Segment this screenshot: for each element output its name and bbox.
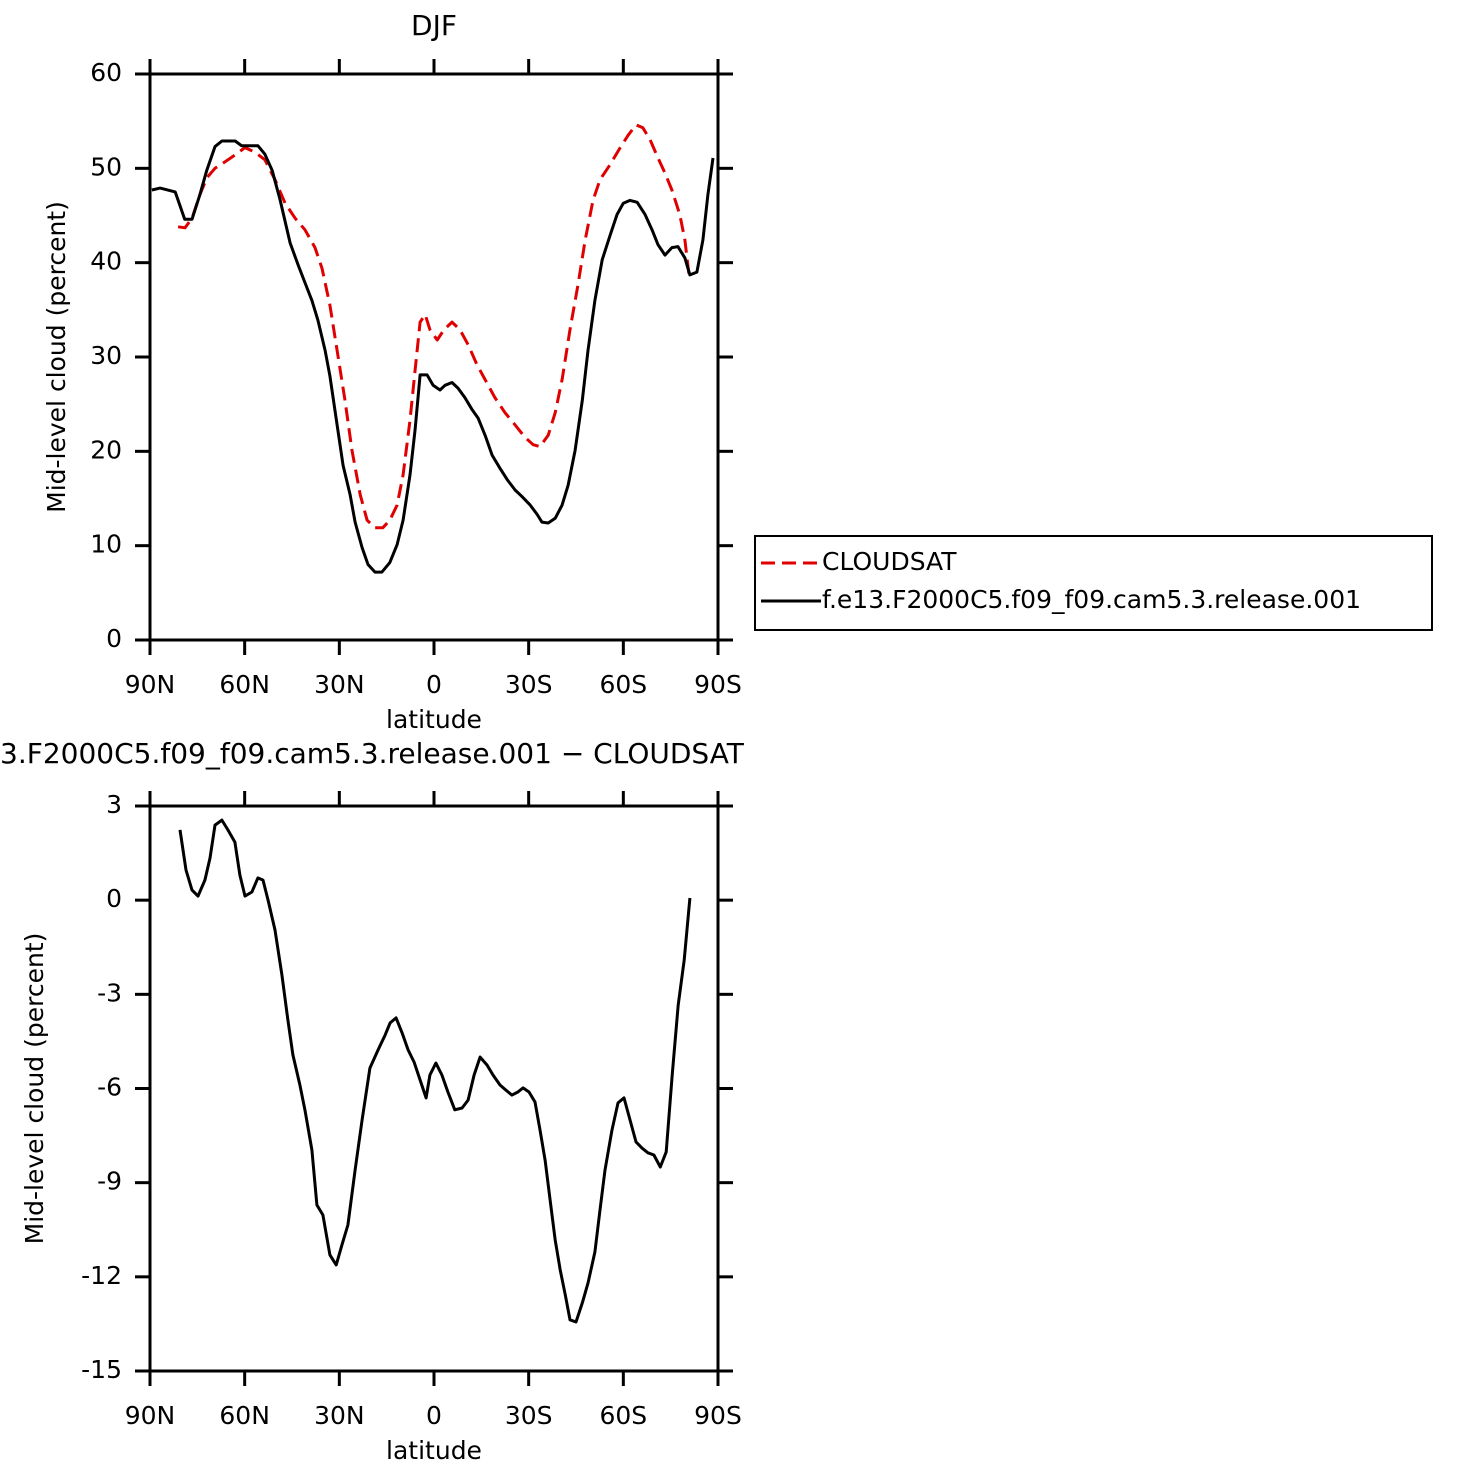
x-tick-label: 0 [426,1401,442,1430]
x-tick-label: 90N [125,670,176,699]
x-tick-label: 90S [694,1401,742,1430]
x-axis-label: latitude [386,705,482,734]
chart-title: DJF [411,9,457,42]
y-tick-label: 20 [90,435,122,464]
x-tick-label: 60S [599,1401,647,1430]
y-axis-label: Mid-level cloud (percent) [42,201,71,513]
x-tick-label: 60N [219,670,270,699]
y-tick-label: 40 [90,247,122,276]
legend-box [754,535,1433,631]
series-line [178,818,692,1324]
x-tick-label: 30S [505,1401,553,1430]
chart-title: 3.F2000C5.f09_f09.cam5.3.release.001 − C… [0,737,745,770]
plot-frame [148,804,720,1373]
x-tick-label: 30S [505,670,553,699]
x-tick-label: 60N [219,1401,270,1430]
y-tick-label: -6 [97,1073,122,1102]
y-tick-label: 3 [106,790,122,819]
y-tick-label: -15 [81,1355,122,1384]
series-line [177,123,691,530]
y-tick-label: 0 [106,624,122,653]
x-tick-label: 60S [599,670,647,699]
x-axis-label: latitude [386,1436,482,1465]
y-tick-label: 50 [90,152,122,181]
y-tick-label: 0 [106,884,122,913]
y-tick-label: 10 [90,530,122,559]
legend-label: CLOUDSAT [822,547,957,576]
y-tick-label: -12 [81,1261,122,1290]
x-tick-label: 30N [314,1401,365,1430]
x-tick-label: 90S [694,670,742,699]
series-line [151,139,715,574]
y-tick-label: 30 [90,341,122,370]
x-tick-label: 0 [426,670,442,699]
x-tick-label: 90N [125,1401,176,1430]
y-tick-label: -3 [97,978,122,1007]
y-tick-label: -9 [97,1167,122,1196]
legend-label: f.e13.F2000C5.f09_f09.cam5.3.release.001 [822,585,1361,614]
y-axis-label: Mid-level cloud (percent) [20,933,49,1245]
y-tick-label: 60 [90,58,122,87]
plot-frame [148,72,720,642]
x-tick-label: 30N [314,670,365,699]
